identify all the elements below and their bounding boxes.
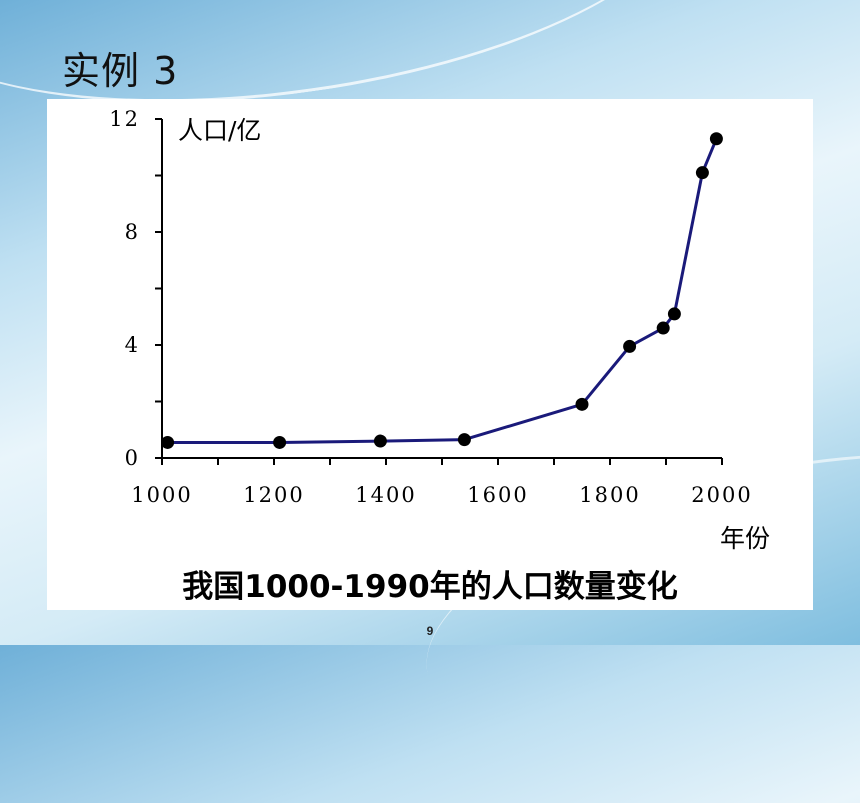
x-tick-label: 1200 <box>243 483 304 507</box>
page-number: 9 <box>426 624 434 638</box>
x-tick-label: 1600 <box>467 483 528 507</box>
y-tick-label: 12 <box>109 107 140 131</box>
slide-title: 实例 3 <box>62 49 179 93</box>
data-point <box>667 307 681 321</box>
series-line <box>167 138 718 444</box>
x-tick-label: 1000 <box>131 483 192 507</box>
series <box>161 132 723 449</box>
data-point <box>656 321 670 335</box>
x-tick-label: 1800 <box>579 483 640 507</box>
data-point <box>709 132 723 146</box>
x-axis-title: 年份 <box>720 524 770 553</box>
y-tick-label: 8 <box>125 220 140 244</box>
tick-labels: 0 4 8 12 1000 1200 1400 1600 1800 2000 <box>109 107 752 507</box>
y-tick-label: 4 <box>125 333 140 357</box>
data-point <box>457 433 471 447</box>
data-point <box>161 435 175 449</box>
data-point <box>273 435 287 449</box>
y-tick-label: 0 <box>125 446 140 470</box>
axes <box>155 118 723 465</box>
chart-caption: 我国1000-1990年的人口数量变化 <box>182 569 678 605</box>
line-chart: 0 4 8 12 1000 1200 1400 1600 1800 2000 人口/亿 年份 <box>109 107 770 553</box>
y-axis-title: 人口/亿 <box>178 116 261 145</box>
data-point <box>373 434 387 448</box>
chart-panel: 0 4 8 12 1000 1200 1400 1600 1800 2000 人口/亿 年份 我国… <box>47 99 813 610</box>
data-point <box>623 339 637 353</box>
x-tick-label: 1400 <box>355 483 416 507</box>
data-point <box>695 166 709 180</box>
x-tick-label: 2000 <box>691 483 752 507</box>
data-point <box>575 397 589 411</box>
